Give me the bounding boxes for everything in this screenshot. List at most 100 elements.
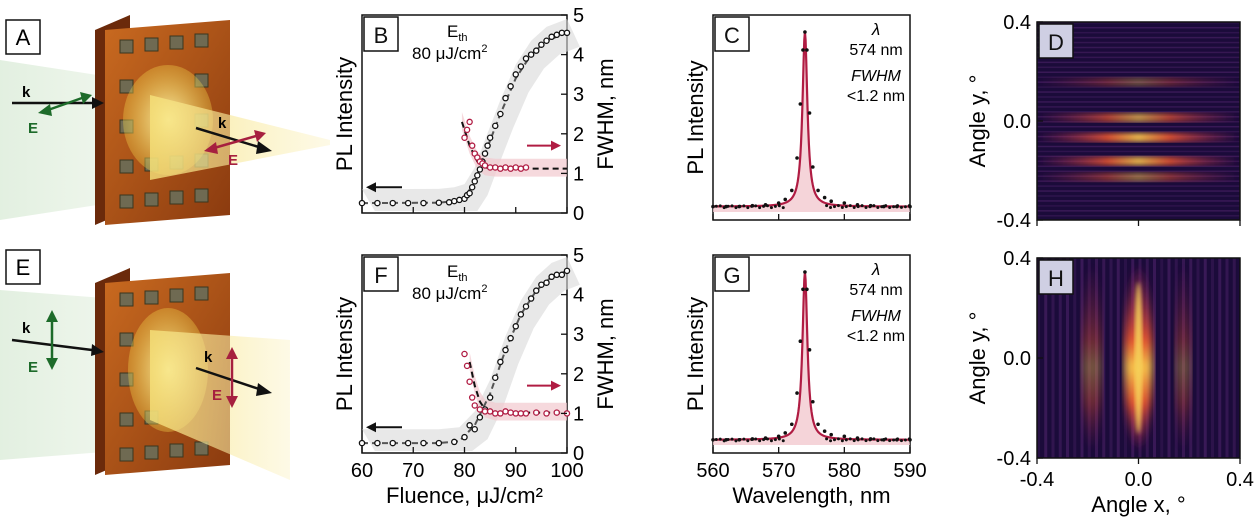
spectrum-point <box>811 165 815 169</box>
intensity-point <box>522 55 530 62</box>
fwhm-point <box>461 134 468 142</box>
map-fringe <box>1037 150 1240 153</box>
spectrum-point <box>730 204 734 208</box>
x-tick-label: 90 <box>505 460 527 482</box>
intensity-point <box>548 33 555 41</box>
map-fringe <box>1037 86 1240 88</box>
spectrum-point <box>829 199 833 203</box>
y-left-label: PL Intensity <box>332 57 357 171</box>
spectrum-point <box>803 270 807 274</box>
spectrum-point <box>836 204 840 208</box>
fwhm-point <box>466 118 473 126</box>
map-fringe <box>1203 258 1207 458</box>
spectrum-point <box>790 188 794 193</box>
map-fringe <box>1116 258 1120 458</box>
fwhm-point <box>507 165 514 172</box>
map-fringe <box>1102 258 1106 458</box>
fwhm-point <box>497 410 504 417</box>
x-tick-label: -0.4 <box>1020 469 1054 491</box>
spectrum-point <box>868 438 872 442</box>
fwhm-label: FWHM <box>851 68 901 85</box>
e-arrowhead-out-back <box>226 396 238 408</box>
spectrum-point <box>718 204 722 208</box>
emission-beam <box>150 95 330 180</box>
map-core <box>1134 282 1143 434</box>
intensity-point <box>456 196 463 204</box>
fwhm-point <box>522 410 530 417</box>
fwhm-point <box>476 406 484 413</box>
spectrum-point <box>829 206 833 210</box>
spectrum-point <box>842 434 847 439</box>
spectrum-point <box>836 437 840 441</box>
spectrum-point <box>734 206 738 210</box>
map-fringe <box>1037 190 1240 192</box>
spectrum-point <box>872 437 876 441</box>
spectrum-point <box>746 206 750 210</box>
spectrum-fit <box>712 31 910 208</box>
spectrum-point <box>758 206 762 210</box>
map-fringe <box>1058 258 1062 458</box>
y-right-label: FWHM, nm <box>593 58 618 169</box>
intensity-point <box>491 122 499 130</box>
plot-c: PL Intensity λ 574 nm FWHM <1.2 nm C <box>683 14 912 221</box>
spectrum-point <box>734 439 738 443</box>
left-axis-arrowhead <box>366 422 376 433</box>
fwhm-point <box>463 126 471 134</box>
map-fringe <box>1037 185 1240 187</box>
lambda-value: 574 nm <box>849 282 902 299</box>
intensity-point <box>389 439 396 447</box>
panel-label-h-box <box>1038 259 1074 295</box>
spectrum-point <box>896 437 900 441</box>
y-tick-label: 4 <box>573 45 584 67</box>
intensity-point <box>358 199 366 207</box>
map-fringe <box>1037 195 1240 197</box>
intensity-point <box>468 184 476 191</box>
map-band <box>1037 113 1240 123</box>
x-axis-label: Fluence, μJ/cm² <box>386 483 543 508</box>
spectrum-point <box>856 205 860 209</box>
map-fringe <box>1153 258 1156 458</box>
spectrum-point <box>714 204 718 208</box>
diagram-a: k E k E <box>0 15 330 225</box>
spectrum-point <box>892 438 896 442</box>
y-tick-label: 2 <box>573 124 584 146</box>
intensity-point <box>404 199 412 207</box>
y-tick-label: 0 <box>573 443 584 465</box>
map-fringe <box>1037 205 1240 207</box>
spectrum-point <box>864 205 868 209</box>
y-tick-label: -0.4 <box>997 210 1031 232</box>
intensity-point <box>471 178 478 185</box>
panel-label-f: F <box>374 263 387 288</box>
map-fringe <box>1037 91 1240 93</box>
fwhm-point <box>461 350 468 358</box>
svg-text:A: A <box>16 25 31 50</box>
panel-label-g: G <box>723 263 740 288</box>
spectrum-point <box>896 204 900 208</box>
map-fringe <box>1044 258 1048 458</box>
spectrum-point <box>816 188 820 193</box>
spectrum-point <box>742 437 746 441</box>
x-tick-label: 0.0 <box>1125 469 1153 491</box>
e-arrowhead-out <box>254 130 266 142</box>
spectrum-point <box>876 439 880 443</box>
panel-label-e: E <box>5 249 41 285</box>
intensity-point <box>512 71 520 78</box>
fwhm-band <box>469 352 567 421</box>
map-fringe <box>1037 61 1240 64</box>
map-fringe <box>1051 258 1055 458</box>
spectrum-point <box>754 204 758 208</box>
intensity-point <box>538 41 545 48</box>
y-tick-label: 1 <box>573 403 584 425</box>
spectrum-point <box>848 437 852 441</box>
emission-beam <box>150 330 290 480</box>
y-tick-label: -0.4 <box>997 448 1031 470</box>
x-tick-label: 560 <box>696 460 729 482</box>
map-fringe <box>1037 165 1240 168</box>
y-tick-label: 5 <box>573 5 584 27</box>
spectrum-point <box>842 201 847 205</box>
map-fringe <box>1218 258 1222 458</box>
intensity-point <box>486 394 494 401</box>
spectrum-point <box>790 422 794 427</box>
